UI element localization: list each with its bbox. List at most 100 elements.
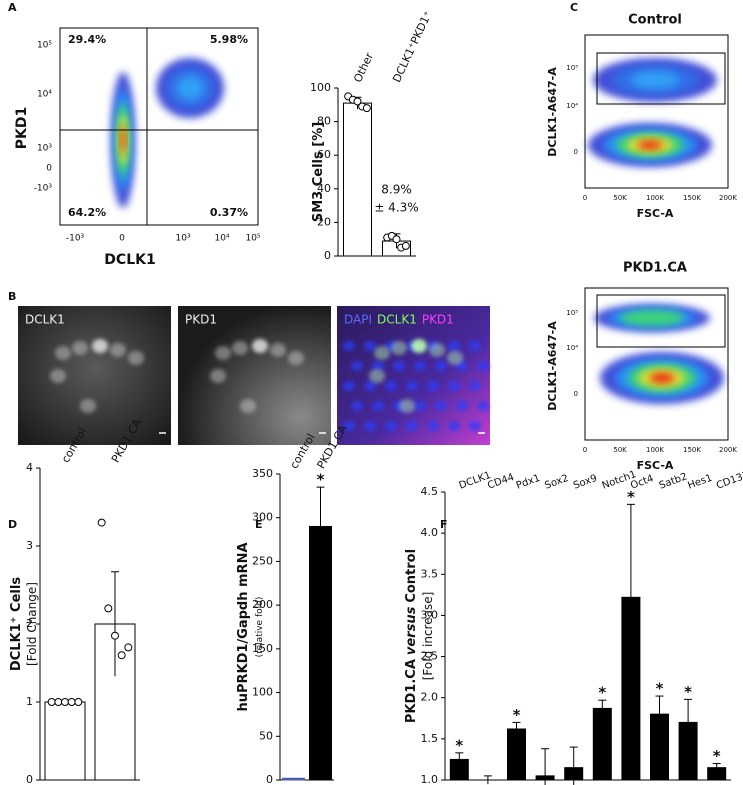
nucleus [364,381,376,391]
y-tick-label: 1.5 [421,732,439,745]
cell [128,351,144,365]
panel-letter: E [255,518,263,531]
cell [72,341,88,355]
y-tick-label: 4 [26,461,33,474]
data-point [111,631,119,640]
data-point [104,604,113,613]
y-tick-label: 4.0 [421,526,439,539]
cell [232,341,248,355]
data-point [124,643,133,652]
y-tick-label: 10⁵ [37,41,52,51]
nucleus [343,341,355,351]
nucleus [385,421,397,431]
y-axis-label-part: SM3 Cells [%] [311,122,326,222]
y-axis-label: DCLK1-A647-A [546,67,559,157]
cell [288,351,304,365]
panel-letter: D [8,518,17,531]
nucleus [414,401,426,411]
nucleus [435,401,447,411]
data-point [353,97,362,106]
gate [596,52,726,105]
y-tick-label: 300 [252,511,273,524]
cell [270,343,286,357]
significance-marker: * [713,747,721,765]
panel-letter: B [8,290,16,303]
y-tick-label: 10³ [37,144,52,154]
x-axis-label: FSC-A [637,207,674,220]
nucleus [364,421,376,431]
cell [369,369,385,383]
image-label: PKD1 [185,313,217,327]
bar [282,777,305,781]
x-tick-label: Sox2 [543,473,570,492]
nucleus [406,381,418,391]
panel-letter: F [440,518,448,531]
y-tick-label: 250 [252,554,273,567]
y-tick-label: 200 [252,598,273,611]
y-tick-label: 3.0 [421,608,439,621]
bar [507,728,526,781]
nucleus [343,421,355,431]
cell [240,399,256,413]
y-tick-label: 3 [26,539,33,552]
nucleus [385,381,397,391]
data-point [54,698,63,706]
x-tick-label: 50K [613,194,627,202]
y-tick-label: 1 [26,695,33,708]
y-tick-label: 10⁵ [566,309,578,317]
cell [80,399,96,413]
density-cloud [630,71,680,89]
data-point [97,518,106,527]
nucleus [477,361,489,371]
y-axis-label: (relative fold) [255,597,265,658]
image-label: DCLK1 [25,313,65,327]
x-tick-label: CD44 [486,472,516,492]
y-tick-label: 0 [324,249,331,262]
y-tick-label: 2.5 [421,650,439,663]
y-axis-label-part: (relative fold) [255,597,265,658]
x-tick-label: Sox9 [572,473,599,492]
data-point [61,698,69,706]
data-point [401,241,410,250]
y-tick-label: 2 [26,617,33,630]
y-tick-label: 0 [574,148,578,156]
plot-frame [584,287,729,441]
nucleus [372,401,384,411]
x-tick-label: 150K [683,194,701,202]
y-tick-label: 100 [252,686,273,699]
y-tick-label: 0 [266,773,273,785]
y-axis-label-part: PKD1.CA [404,659,419,723]
y-tick-label: -10³ [34,184,53,194]
data-point [117,651,126,660]
y-tick-label: 10⁵ [566,64,578,72]
y-axis-label-part: [Fold increase] [421,592,435,681]
cell [374,346,390,360]
value-label: 8.9% [381,182,412,196]
nucleus [469,381,481,391]
significance-marker: * [684,683,692,701]
nucleus [477,401,489,411]
gate [596,294,726,348]
nucleus [414,361,426,371]
y-axis-label: [Fold Change] [25,582,39,666]
nucleus [448,341,460,351]
data-point [47,698,56,706]
y-axis-label-part: versus [404,606,419,655]
panel-letter: C [570,1,578,14]
nucleus [427,421,439,431]
bar [592,707,612,781]
cell [411,339,427,353]
y-tick-label: 10⁴ [566,344,578,352]
x-tick-label: 100K [646,446,664,454]
nucleus [406,421,418,431]
y-axis-label-part: [Fold Change] [25,582,39,666]
y-tick-label: 350 [252,467,273,480]
density-cloud [176,76,204,100]
y-axis-label: [Fold increase] [421,592,435,681]
quadrant-label: 0.37% [210,206,248,219]
x-tick-label: 200K [719,194,737,202]
y-axis-label: SM3 Cells [%] [311,122,326,222]
nucleus [343,381,355,391]
y-tick-label: 1.0 [421,773,439,785]
